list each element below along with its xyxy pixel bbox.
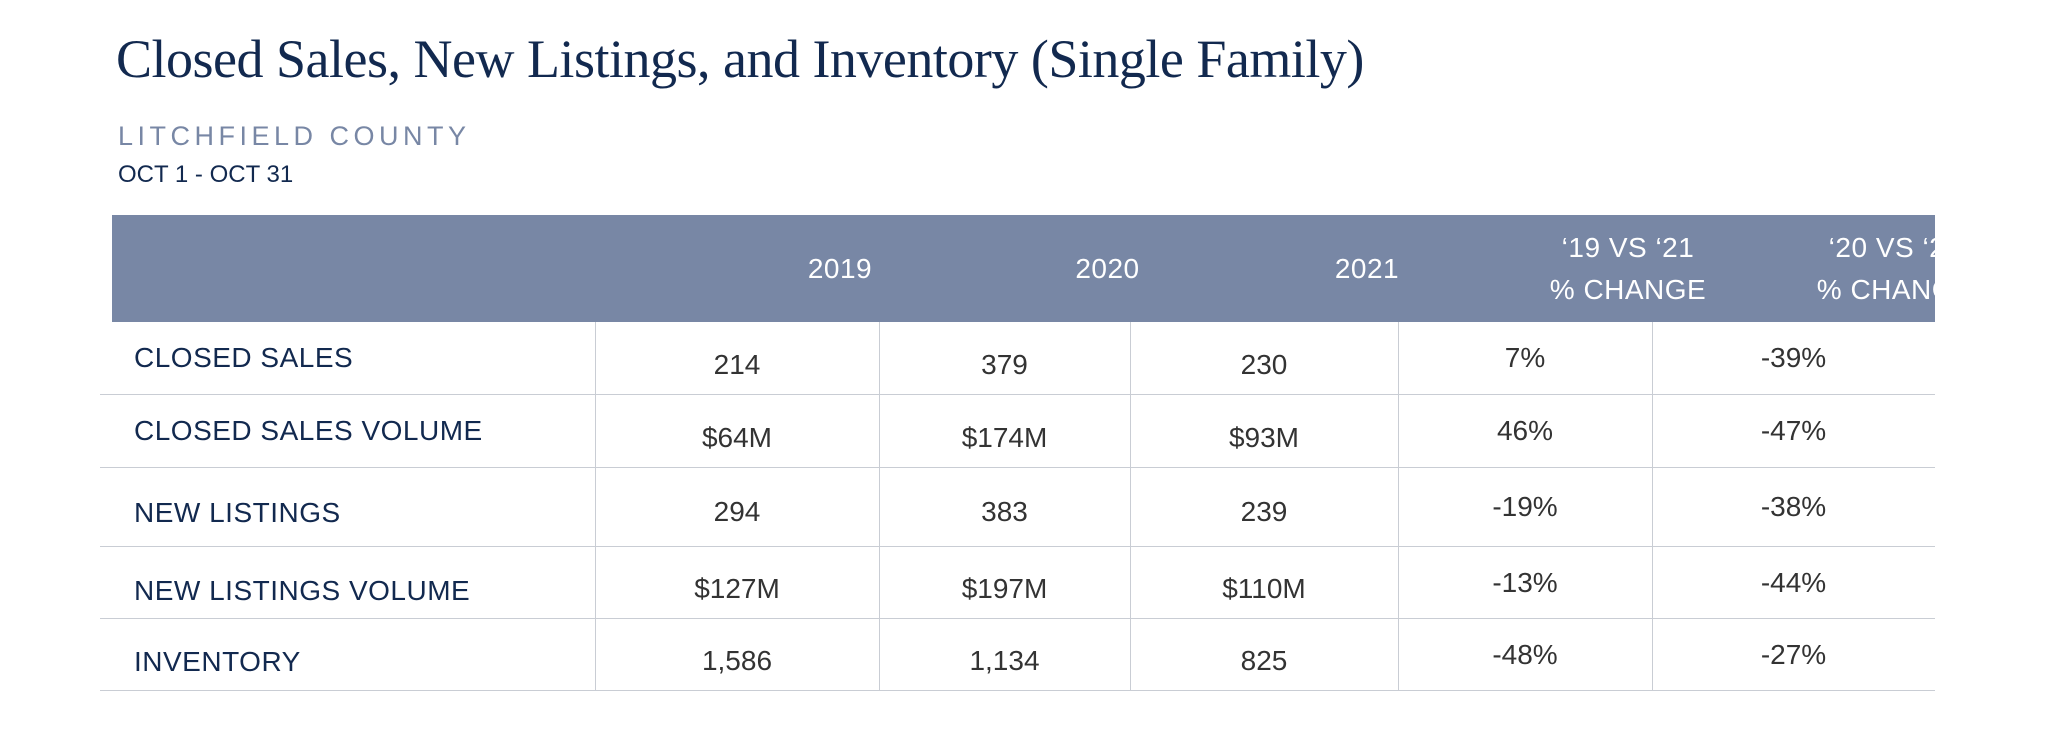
table-row: CLOSED SALES 214 379 230 7% -39% [100, 322, 1935, 395]
date-range: OCT 1 - OCT 31 [118, 161, 294, 188]
column-divider [1652, 322, 1653, 690]
value-19-vs-21: -13% [1492, 566, 1558, 598]
value-19-vs-21: -19% [1492, 491, 1558, 522]
value-2019: 214 [713, 349, 761, 380]
value-2019: 294 [713, 496, 761, 527]
header-line1: ‘20 VS ‘21 [1828, 231, 1962, 263]
header-line2: 2020 [1075, 252, 1140, 284]
value-2020: $174M [961, 422, 1048, 453]
header-line2: 2021 [1334, 252, 1400, 284]
value-19-vs-21: 7% [1504, 342, 1546, 373]
header-col-20-vs-21: ‘20 VS ‘21 % CHANGE [1755, 215, 2035, 322]
table-row: NEW LISTINGS VOLUME $127M $197M $110M -1… [100, 547, 1935, 619]
value-2020: 379 [981, 349, 1028, 380]
header-col-2019: 2019 [698, 215, 982, 322]
value-20-vs-21: -47% [1760, 415, 1827, 446]
value-19-vs-21: 46% [1496, 415, 1554, 446]
value-2021: $110M [1222, 572, 1306, 604]
row-label: NEW LISTINGS VOLUME [134, 574, 471, 606]
value-2020: $197M [961, 572, 1048, 604]
value-20-vs-21: -38% [1760, 491, 1827, 522]
row-label: CLOSED SALES [134, 342, 354, 373]
row-label: INVENTORY [134, 645, 301, 677]
table-row: INVENTORY 1,586 1,134 825 -48% -27% [100, 619, 1935, 691]
header-col-2020: 2020 [982, 215, 1233, 322]
row-label: NEW LISTINGS [134, 497, 341, 528]
column-divider [1398, 322, 1399, 690]
value-2020: 1,134 [969, 644, 1040, 676]
value-20-vs-21: -44% [1760, 566, 1827, 598]
page-title: Closed Sales, New Listings, and Inventor… [116, 29, 1364, 89]
table-row: NEW LISTINGS 294 383 239 -19% -38% [100, 468, 1935, 547]
value-2019: $127M [694, 572, 780, 604]
column-divider [595, 322, 596, 690]
header-line2: % CHANGE [1549, 273, 1707, 305]
county-subtitle: LITCHFIELD COUNTY [118, 121, 471, 151]
column-divider [879, 322, 880, 690]
value-2021: 239 [1240, 496, 1288, 527]
value-2019: 1,586 [701, 644, 773, 676]
column-divider [1130, 322, 1131, 690]
header-line2: % CHANGE [1816, 273, 1974, 305]
header-col-19-vs-21: ‘19 VS ‘21 % CHANGE [1501, 215, 1755, 322]
value-2021: 230 [1240, 349, 1288, 380]
value-2020: 383 [981, 496, 1028, 527]
header-col-2021: 2021 [1233, 215, 1501, 322]
header-line2: 2019 [807, 252, 873, 284]
value-20-vs-21: -39% [1760, 342, 1827, 373]
value-2021: 825 [1240, 644, 1288, 676]
table-header: 2019 2020 2021 ‘19 VS ‘21 % CHANGE ‘20 V… [112, 215, 1973, 322]
value-2019: $64M [701, 422, 773, 453]
value-2021: $93M [1228, 422, 1300, 453]
table-row: CLOSED SALES VOLUME $64M $174M $93M 46% … [100, 395, 1935, 468]
header-line1: ‘19 VS ‘21 [1561, 231, 1695, 263]
value-20-vs-21: -27% [1760, 638, 1827, 670]
stats-table: 2019 2020 2021 ‘19 VS ‘21 % CHANGE ‘20 V… [100, 215, 1973, 691]
value-19-vs-21: -48% [1492, 638, 1558, 670]
row-label: CLOSED SALES VOLUME [134, 415, 483, 446]
